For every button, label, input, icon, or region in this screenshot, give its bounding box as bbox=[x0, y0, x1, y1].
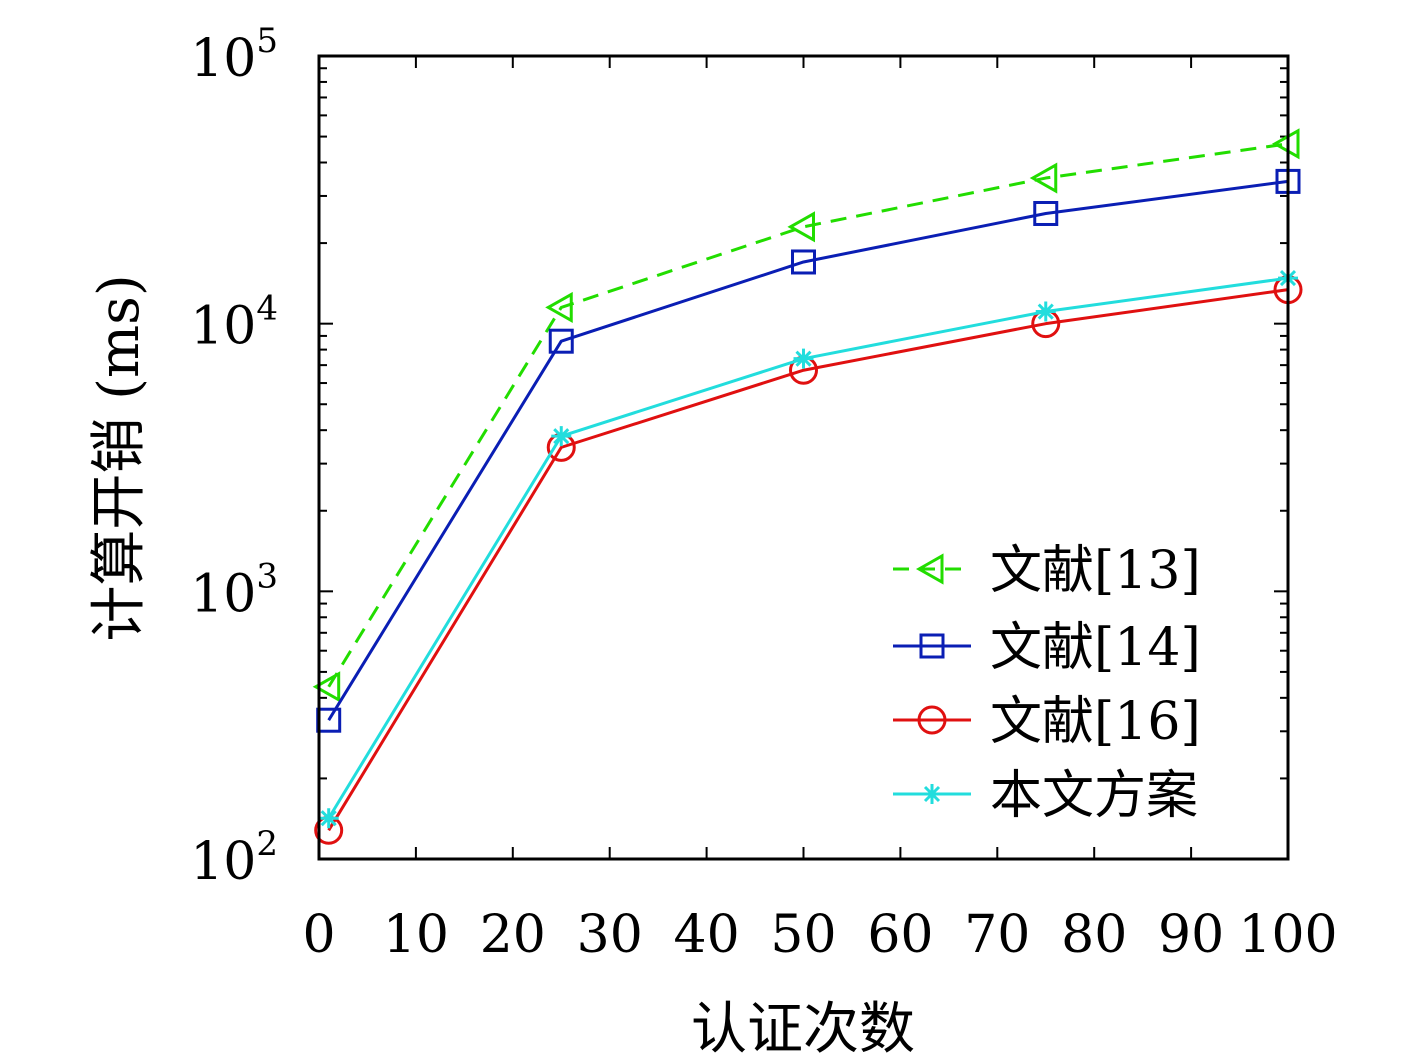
x-tick-label: 0 bbox=[302, 905, 335, 965]
legend-label: 文献[14] bbox=[990, 618, 1201, 678]
legend-label: 文献[13] bbox=[990, 541, 1201, 601]
y-tick-base: 10 bbox=[190, 832, 256, 892]
y-tick-exponent: 3 bbox=[256, 556, 278, 596]
data-point bbox=[1033, 200, 1059, 226]
series-line bbox=[327, 288, 1289, 832]
y-tick-label: 103 bbox=[190, 556, 278, 624]
plot-frame bbox=[317, 54, 1290, 861]
y-tick-label: 102 bbox=[190, 824, 278, 892]
series-line bbox=[327, 179, 1289, 721]
data-point bbox=[1029, 162, 1058, 194]
data-point bbox=[791, 249, 816, 275]
series-1 bbox=[312, 128, 1300, 703]
x-tick-label: 50 bbox=[770, 905, 836, 965]
x-tick-label: 10 bbox=[383, 905, 449, 965]
legend-item: 文献[16] bbox=[893, 692, 1201, 752]
x-tick-label: 80 bbox=[1061, 905, 1127, 965]
data-point bbox=[787, 211, 815, 243]
y-tick-base: 10 bbox=[190, 564, 256, 624]
data-point bbox=[545, 291, 573, 323]
data-point bbox=[318, 808, 339, 829]
x-tick-label: 20 bbox=[480, 905, 546, 965]
legend-item: 本文方案 bbox=[893, 766, 1198, 826]
data-point bbox=[548, 328, 574, 354]
y-tick-exponent: 5 bbox=[256, 21, 278, 61]
data-point bbox=[793, 348, 814, 369]
legend-marker bbox=[915, 553, 944, 585]
legend-marker bbox=[919, 633, 945, 659]
y-tick-base: 10 bbox=[190, 297, 256, 357]
x-tick-label: 40 bbox=[674, 905, 740, 965]
y-tick-exponent: 2 bbox=[256, 824, 278, 864]
y-tick-label: 104 bbox=[190, 289, 278, 357]
data-point bbox=[551, 426, 572, 447]
y-tick-label: 105 bbox=[190, 21, 278, 89]
legend-marker bbox=[917, 705, 947, 735]
x-axis-label: 认证次数 bbox=[691, 997, 915, 1062]
series-line bbox=[327, 142, 1289, 688]
x-tick-label: 90 bbox=[1158, 905, 1224, 965]
x-tick-label: 30 bbox=[577, 905, 643, 965]
y-axis-label: 计算开销 (ms) bbox=[87, 274, 152, 641]
legend: 文献[13] 文献[14] 文献[16] 本文方案 bbox=[893, 541, 1201, 826]
legend-item: 文献[14] bbox=[893, 618, 1201, 678]
x-tick-label: 70 bbox=[964, 905, 1030, 965]
x-tick-label: 60 bbox=[867, 905, 933, 965]
legend-label: 文献[16] bbox=[990, 692, 1201, 752]
y-tick-exponent: 4 bbox=[256, 289, 278, 329]
data-point bbox=[1035, 301, 1056, 322]
legend-marker bbox=[922, 784, 942, 804]
data-point bbox=[312, 671, 341, 703]
y-tick-base: 10 bbox=[190, 29, 256, 89]
legend-label: 本文方案 bbox=[990, 766, 1198, 826]
x-tick-label: 100 bbox=[1238, 905, 1337, 965]
series-layer bbox=[312, 128, 1303, 845]
legend-item: 文献[13] bbox=[893, 541, 1201, 601]
